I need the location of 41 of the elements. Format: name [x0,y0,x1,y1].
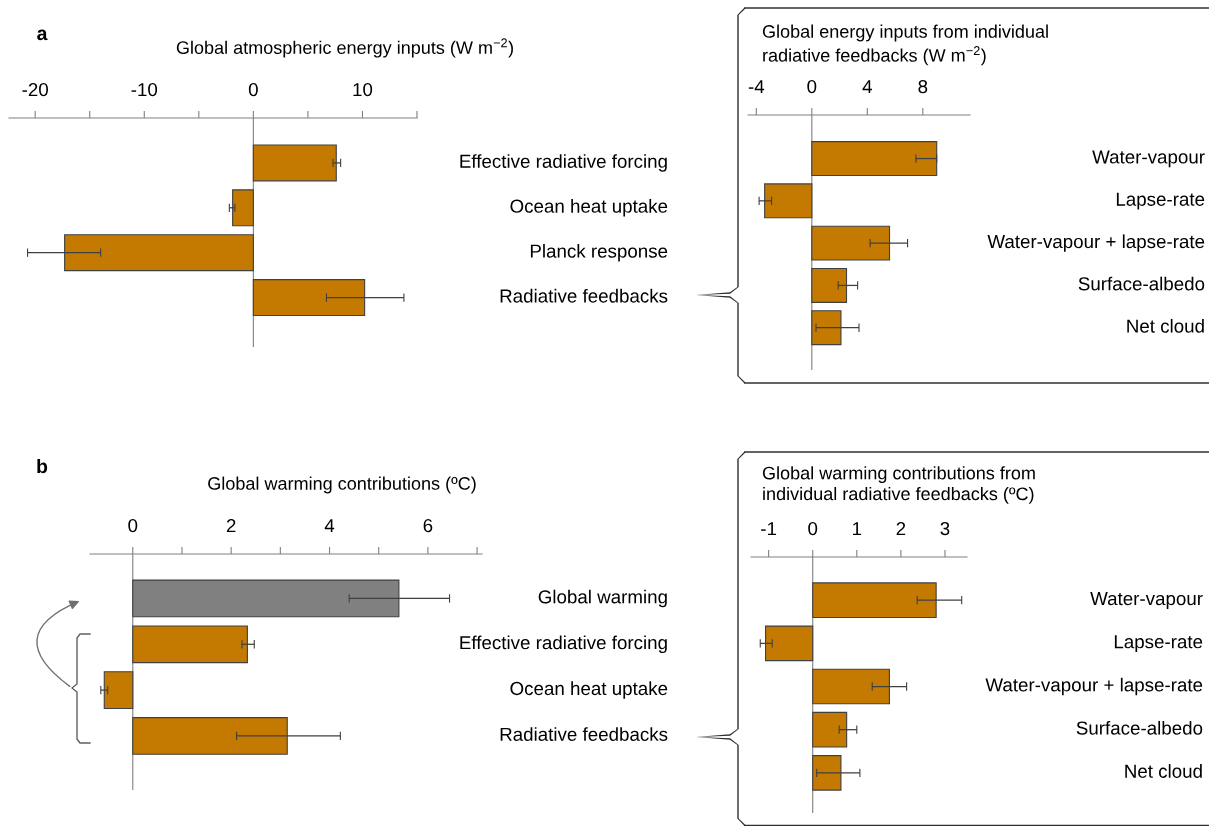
y-tick-label: Ocean heat uptake [510,199,668,217]
y-tick-label: Water-vapour + lapse-rate [985,677,1203,696]
y-tick-label: Ocean heat uptake [510,681,668,699]
x-tick-label: 4 [324,519,335,533]
x-axis-title: Global warming contributions from individual radiative feedbacks (ºC) [762,466,1035,504]
text: a [37,29,48,41]
x-tick-label: -10 [131,82,158,97]
y-tick-label: Net cloud [1127,318,1204,333]
y-tick-label: Water-vapour [1090,592,1203,609]
x-axis-title: Global atmospheric energy inputs (W m$^{−2}$) [176,38,513,58]
y-tick-label: Effective radiative forcing [460,154,667,172]
x-tick-label: 10 [353,82,373,97]
y-tick-label: Surface-albedo [1076,720,1203,735]
x-tick-label: 8 [918,79,928,94]
y-tick-label: Radiative feedbacks [500,288,668,303]
text: b [37,458,48,474]
x-tick-label: -1 [761,522,777,536]
x-tick-label: 6 [423,518,433,533]
y-tick-label: Net cloud [1125,764,1202,778]
x-tick-label: 4 [862,80,872,94]
y-tick-label: Radiative feedbacks [500,727,668,741]
y-tick-label: Lapse-rate [1116,192,1205,210]
y-tick-label: Planck response [530,243,668,262]
y-tick-label: Global warming [538,589,667,608]
x-tick-label: -20 [22,82,48,97]
y-tick-label: Water-vapour + lapse-rate [987,234,1205,252]
y-tick-label: Effective radiative forcing [460,635,667,654]
x-tick-label: 1 [853,522,862,536]
x-axis-title: Global energy inputs from individual radiative feedbacks (W m$^{−2}$) [762,24,1048,66]
x-tick-label: 3 [940,521,950,536]
y-tick-label: Surface-albedo [1078,276,1205,291]
y-tick-label: Lapse-rate [1114,635,1203,653]
x-tick-label: 2 [226,518,236,533]
y-tick-label: Water-vapour [1092,150,1205,168]
x-tick-label: 0 [248,82,258,97]
x-tick-label: 2 [896,521,906,536]
x-axis-title: Global warming contributions (ºC) [208,476,476,494]
x-tick-label: 0 [807,79,817,94]
x-tick-label: -4 [748,80,765,94]
x-tick-label: 0 [808,521,818,536]
x-tick-label: 0 [128,518,138,533]
